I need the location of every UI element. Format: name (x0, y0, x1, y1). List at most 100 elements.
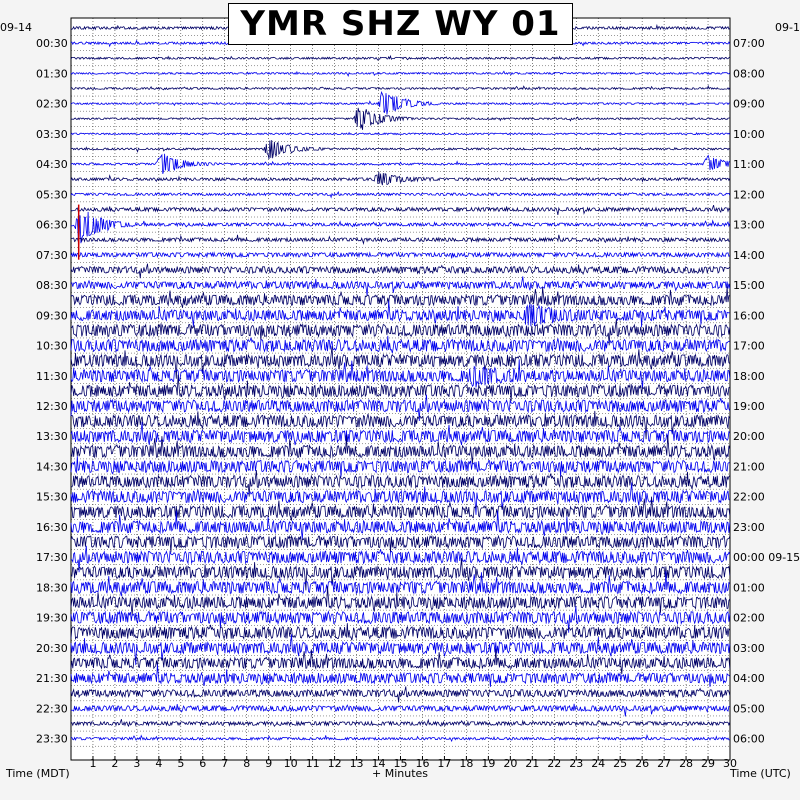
trace-line (70, 211, 731, 244)
x-tick-label: 11 (306, 757, 320, 770)
trace-line (70, 435, 731, 464)
right-hour-label: 22:00 (733, 491, 765, 504)
chart-title: YMR SHZ WY 01 (240, 4, 561, 44)
left-hour-label: 19:30 (36, 612, 68, 625)
trace-line (70, 131, 731, 136)
trace-line (70, 496, 731, 521)
trace-line (70, 718, 731, 728)
x-tick-label: 10 (284, 757, 298, 770)
x-axis-label: + Minutes (372, 767, 428, 780)
right-hour-label: 23:00 (733, 521, 765, 534)
trace-line (70, 510, 731, 540)
trace-line (70, 703, 730, 717)
trace-line (70, 190, 731, 199)
trace-line (70, 664, 731, 687)
x-tick-label: 15 (394, 757, 408, 770)
x-tick-label: 8 (243, 757, 250, 770)
trace-line (70, 263, 731, 279)
trace-line (70, 623, 731, 641)
trace-line (70, 410, 731, 440)
right-hour-label: 09:00 (733, 98, 765, 111)
trace-line (70, 204, 731, 215)
left-hour-label: 18:30 (36, 581, 68, 594)
right-hour-label: 08:00 (733, 67, 765, 80)
x-tick-label: 16 (415, 757, 429, 770)
trace-line (70, 586, 731, 616)
right-hour-label: 20:00 (733, 430, 765, 443)
left-axis-label: Time (MDT) (5, 767, 70, 780)
trace-line (70, 153, 731, 175)
x-tick-label: 7 (221, 757, 228, 770)
x-tick-label: 6 (199, 757, 206, 770)
x-tick-labels: 1 2 3 4 5 6 7 8 9 10 11 12 13 14 15 16 17 18 19 20 21 22 23 24 2… (89, 756, 737, 770)
right-hour-label: 18:00 (733, 370, 765, 383)
x-tick-label: 20 (503, 757, 517, 770)
right-hour-label: 05:00 (733, 702, 765, 715)
left-hour-label: 06:30 (36, 219, 68, 232)
right-hour-label: 03:00 (733, 642, 765, 655)
left-hour-label: 11:30 (36, 370, 68, 383)
left-hour-label: 03:30 (36, 128, 68, 141)
x-tick-label: 13 (350, 757, 364, 770)
trace-line (70, 251, 731, 259)
left-start-date: 09-14 (0, 21, 32, 34)
x-tick-label: 24 (591, 757, 605, 770)
title-box: YMR SHZ WY 01 (228, 3, 573, 45)
grid (71, 18, 730, 760)
x-tick-label: 18 (459, 757, 473, 770)
left-hour-label: 20:30 (36, 642, 68, 655)
x-tick-label: 2 (111, 757, 118, 770)
x-tick-label: 25 (613, 757, 627, 770)
trace-line (70, 648, 731, 675)
left-hour-label: 10:30 (36, 340, 68, 353)
x-tick-label: 19 (481, 757, 495, 770)
left-time-labels: 00:30 01:30 02:30 03:30 04:30 05:30 06:30 07:30… (36, 37, 68, 746)
trace-line (70, 571, 731, 597)
right-start-date: 09-1 (775, 21, 800, 34)
x-tick-label: 26 (635, 757, 649, 770)
left-hour-label: 23:30 (36, 733, 68, 746)
trace-line (70, 421, 731, 446)
trace-line (70, 456, 730, 477)
trace-line (70, 534, 731, 553)
right-hour-label: 04:00 (733, 672, 765, 685)
trace-line (70, 300, 730, 328)
x-tick-label: 5 (177, 757, 184, 770)
left-hour-label: 12:30 (36, 400, 68, 413)
left-hour-label: 15:30 (36, 491, 68, 504)
trace-line (70, 276, 731, 296)
trace-line (70, 734, 730, 743)
trace-line (70, 634, 731, 666)
trace-line (70, 359, 731, 389)
x-tick-label: 23 (569, 757, 583, 770)
right-hour-label: 15:00 (733, 279, 765, 292)
x-tick-label: 4 (155, 757, 162, 770)
trace-line (70, 470, 731, 497)
x-tick-label: 29 (701, 757, 715, 770)
seismic-traces (70, 23, 731, 743)
left-hour-label: 07:30 (36, 249, 68, 262)
x-tick-label: 27 (657, 757, 671, 770)
x-tick-label: 22 (547, 757, 561, 770)
trace-line (70, 54, 731, 61)
left-hour-label: 02:30 (36, 98, 68, 111)
right-hour-label: 02:00 (733, 612, 765, 625)
left-hour-label: 16:30 (36, 521, 68, 534)
right-hour-label: 19:00 (733, 400, 765, 413)
left-hour-label: 22:30 (36, 702, 68, 715)
right-hour-label: 14:00 (733, 249, 765, 262)
trace-line (70, 686, 731, 703)
trace-line (70, 140, 731, 160)
x-tick-label: 3 (133, 757, 140, 770)
x-tick-label: 12 (328, 757, 342, 770)
right-hour-label: 21:00 (733, 460, 765, 473)
x-tick-label: 21 (525, 757, 539, 770)
right-axis-label: Time (UTC) (729, 767, 791, 780)
right-hour-label: 12:00 (733, 188, 765, 201)
left-hour-label: 05:30 (36, 188, 68, 201)
left-hour-label: 00:30 (36, 37, 68, 50)
x-tick-label: 17 (437, 757, 451, 770)
left-hour-label: 21:30 (36, 672, 68, 685)
right-time-labels: 07:00 08:00 09:00 10:00 11:00 12:00 13:00 14:00… (733, 37, 800, 746)
